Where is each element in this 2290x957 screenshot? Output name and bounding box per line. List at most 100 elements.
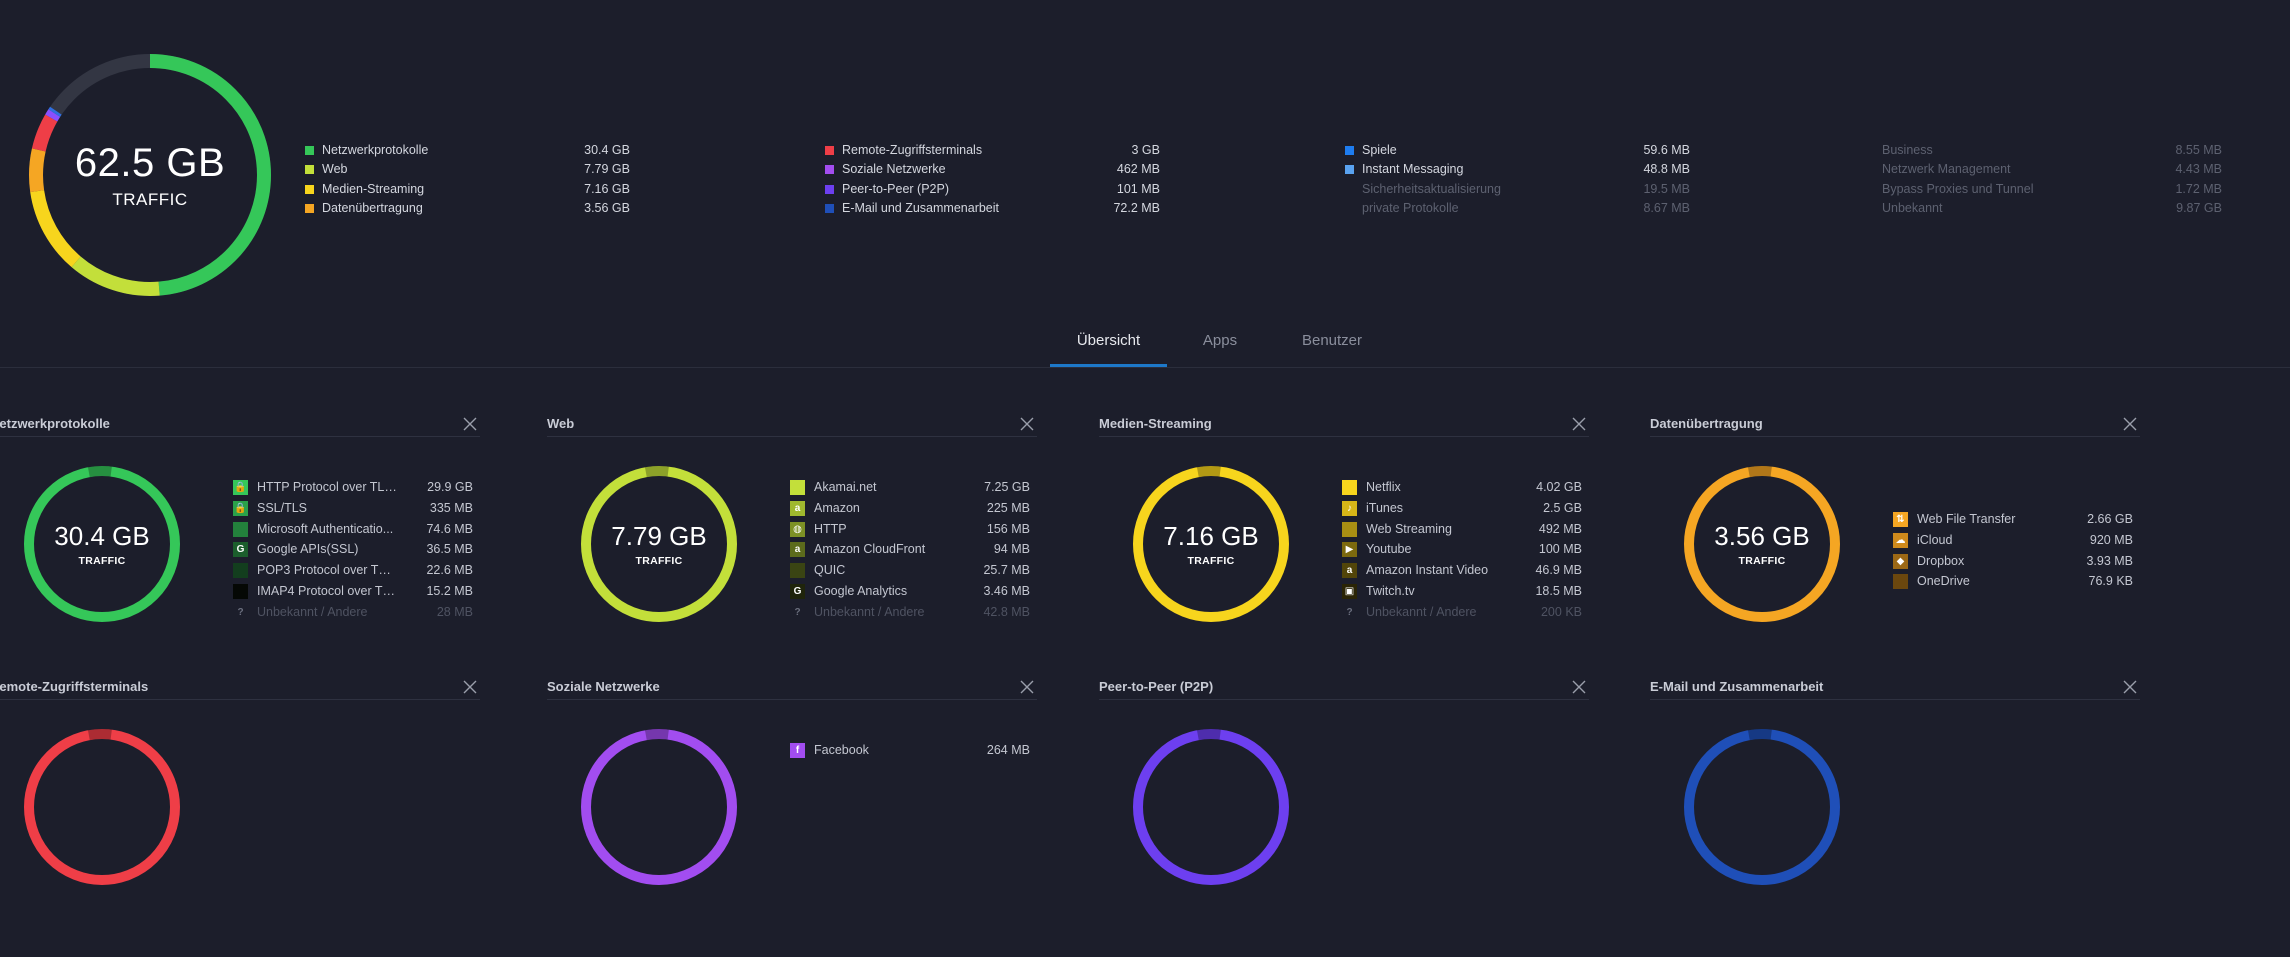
legend-item-remote-zugriffsterminals: Remote-Zugriffsterminals 3 GB: [825, 140, 1160, 160]
app-row-ssl-tls[interactable]: 🔒 SSL/TLS 335 MB: [233, 498, 473, 518]
panel-donut-chart: 7.16 GB TRAFFIC: [1129, 462, 1293, 626]
app-name: Google Analytics: [814, 584, 908, 598]
panel-netzwerkprotokolle: Netzwerkprotokolle 30.4 GB TRAFFIC 🔒 HTTP Pr…: [0, 414, 480, 694]
app-name: OneDrive: [1917, 574, 1970, 589]
panel-donut-chart: 3.56 GB TRAFFIC: [1680, 462, 1844, 626]
app-row-youtube[interactable]: ▶ Youtube 100 MB: [1342, 539, 1582, 559]
transfer-icon: ⇅: [1893, 512, 1908, 527]
tab-apps[interactable]: Apps: [1202, 332, 1238, 349]
panel-ring-minor-segment: [24, 729, 180, 885]
app-row-http[interactable]: ◍ HTTP 156 MB: [790, 519, 1030, 539]
app-row-pop3-protocol-over-tls[interactable]: POP3 Protocol over TLS ... 22.6 MB: [233, 560, 473, 580]
panel-total-label: TRAFFIC: [1187, 555, 1235, 567]
panel-title: Datenübertragung: [1650, 416, 1763, 431]
close-icon[interactable]: [1017, 677, 1037, 697]
app-row-amazon-cloudfront[interactable]: a Amazon CloudFront 94 MB: [790, 539, 1030, 559]
app-name: Dropbox: [1917, 553, 1965, 568]
legend-label: Soziale Netzwerke: [842, 162, 946, 176]
close-icon[interactable]: [1017, 414, 1037, 434]
legend-value: 101 MB: [1116, 182, 1160, 196]
legend-label: Bypass Proxies und Tunnel: [1882, 182, 2034, 196]
app-row-web-file-transfer[interactable]: ⇅ Web File Transfer 2.66 GB: [1893, 509, 2133, 529]
legend-swatch: [825, 185, 834, 194]
app-row-itunes[interactable]: ♪ iTunes 2.5 GB: [1342, 498, 1582, 518]
legend-label: Netzwerkprotokolle: [322, 143, 429, 157]
legend-item-business: Business 8.55 MB: [1865, 140, 2222, 160]
panel-remote-zugriffsterminals: Remote-Zugriffsterminals: [0, 677, 480, 957]
mail-icon: [233, 584, 248, 599]
app-traffic-value: 18.5 MB: [1535, 584, 1582, 598]
close-icon[interactable]: [460, 677, 480, 697]
app-row-unbekannt-andere[interactable]: ? Unbekannt / Andere 200 KB: [1342, 602, 1582, 622]
close-icon[interactable]: [2120, 414, 2140, 434]
legend-value: 48.8 MB: [1643, 162, 1690, 176]
app-row-microsoft-authenticatio[interactable]: Microsoft Authenticatio... 74.6 MB: [233, 519, 473, 539]
panel-ring-segment: [1684, 466, 1840, 622]
app-row-quic[interactable]: QUIC 25.7 MB: [790, 560, 1030, 580]
app-row-unbekannt-andere[interactable]: ? Unbekannt / Andere 42.8 MB: [790, 602, 1030, 622]
panel-total-value: 30.4 GB: [54, 521, 150, 551]
panel-donut-center: [20, 725, 184, 889]
amazon-icon: a: [790, 542, 805, 558]
lock-icon: 🔒: [233, 480, 248, 495]
app-row-facebook[interactable]: f Facebook 264 MB: [790, 740, 1030, 760]
app-traffic-value: 7.25 GB: [984, 480, 1030, 494]
close-icon[interactable]: [460, 414, 480, 434]
onedrive-icon: [1893, 574, 1908, 590]
app-row-akamai-net[interactable]: Akamai.net 7.25 GB: [790, 477, 1030, 497]
app-traffic-value: 2.5 GB: [1543, 500, 1582, 515]
close-icon[interactable]: [1569, 414, 1589, 434]
legend-label: Unbekannt: [1882, 201, 1943, 215]
app-row-icloud[interactable]: ☁ iCloud 920 MB: [1893, 530, 2133, 550]
app-traffic-value: 29.9 GB: [427, 480, 473, 494]
legend-item-soziale-netzwerke: Soziale Netzwerke 462 MB: [825, 159, 1160, 179]
legend-label: Business: [1882, 143, 1933, 157]
app-row-imap4-protocol-over-tl[interactable]: IMAP4 Protocol over TL... 15.2 MB: [233, 581, 473, 601]
app-row-amazon[interactable]: a Amazon 225 MB: [790, 498, 1030, 518]
app-traffic-value: 74.6 MB: [426, 521, 473, 536]
legend-swatch: [825, 165, 834, 174]
panel-donut-center: [1680, 725, 1844, 889]
app-row-netflix[interactable]: Netflix 4.02 GB: [1342, 477, 1582, 497]
total-traffic-label: TRAFFIC: [112, 189, 188, 209]
legend-label: Spiele: [1362, 143, 1397, 157]
app-row-http-protocol-over-tls[interactable]: 🔒 HTTP Protocol over TLS ... 29.9 GB: [233, 477, 473, 497]
panel-donut-center: [1129, 725, 1293, 889]
panel-divider: [1650, 699, 2140, 700]
panel-title: Peer-to-Peer (P2P): [1099, 679, 1214, 694]
panel-donut-chart: 7.79 GB TRAFFIC: [577, 462, 741, 626]
app-traffic-value: 264 MB: [986, 743, 1030, 757]
close-icon[interactable]: [2120, 677, 2140, 697]
app-name: Unbekannt / Andere: [257, 604, 368, 619]
google-icon: G: [790, 584, 805, 599]
legend-value: 1.72 MB: [2175, 182, 2222, 196]
legend-label: Sicherheitsaktualisierung: [1362, 182, 1501, 196]
close-icon[interactable]: [1569, 677, 1589, 697]
youtube-icon: ▶: [1342, 542, 1357, 558]
panel-total-label: TRAFFIC: [1738, 555, 1786, 567]
legend-value: 72.2 MB: [1113, 201, 1160, 215]
app-name: Youtube: [1366, 542, 1412, 557]
app-row-google-apis-ssl[interactable]: G Google APIs(SSL) 36.5 MB: [233, 539, 473, 559]
legend-item-instant-messaging: Instant Messaging 48.8 MB: [1345, 159, 1690, 179]
panel-title: Remote-Zugriffsterminals: [0, 679, 149, 694]
app-row-web-streaming[interactable]: Web Streaming 492 MB: [1342, 519, 1582, 539]
amazon-icon: a: [1342, 563, 1357, 579]
app-row-unbekannt-andere[interactable]: ? Unbekannt / Andere 28 MB: [233, 602, 473, 622]
app-row-dropbox[interactable]: ◆ Dropbox 3.93 MB: [1893, 551, 2133, 571]
panel-divider: [0, 436, 480, 437]
app-row-amazon-instant-video[interactable]: a Amazon Instant Video 46.9 MB: [1342, 560, 1582, 580]
panel-ring-segment: [581, 466, 737, 622]
app-name: QUIC: [814, 563, 846, 578]
app-row-onedrive[interactable]: OneDrive 76.9 KB: [1893, 571, 2133, 591]
tab-uebersicht[interactable]: Übersicht: [1076, 332, 1141, 349]
legend-swatch: [305, 185, 314, 194]
twitch-icon: ▣: [1342, 584, 1357, 599]
legend-item-private-protokolle: private Protokolle 8.67 MB: [1345, 198, 1690, 218]
panel-medien-streaming: Medien-Streaming 7.16 GB TRAFFIC Netflix 4.0…: [1099, 414, 1589, 694]
panel-ring-minor-segment: [1133, 729, 1289, 885]
legend-value: 8.67 MB: [1643, 201, 1690, 215]
tab-benutzer[interactable]: Benutzer: [1301, 332, 1363, 349]
app-row-google-analytics[interactable]: G Google Analytics 3.46 MB: [790, 581, 1030, 601]
app-row-twitch-tv[interactable]: ▣ Twitch.tv 18.5 MB: [1342, 581, 1582, 601]
